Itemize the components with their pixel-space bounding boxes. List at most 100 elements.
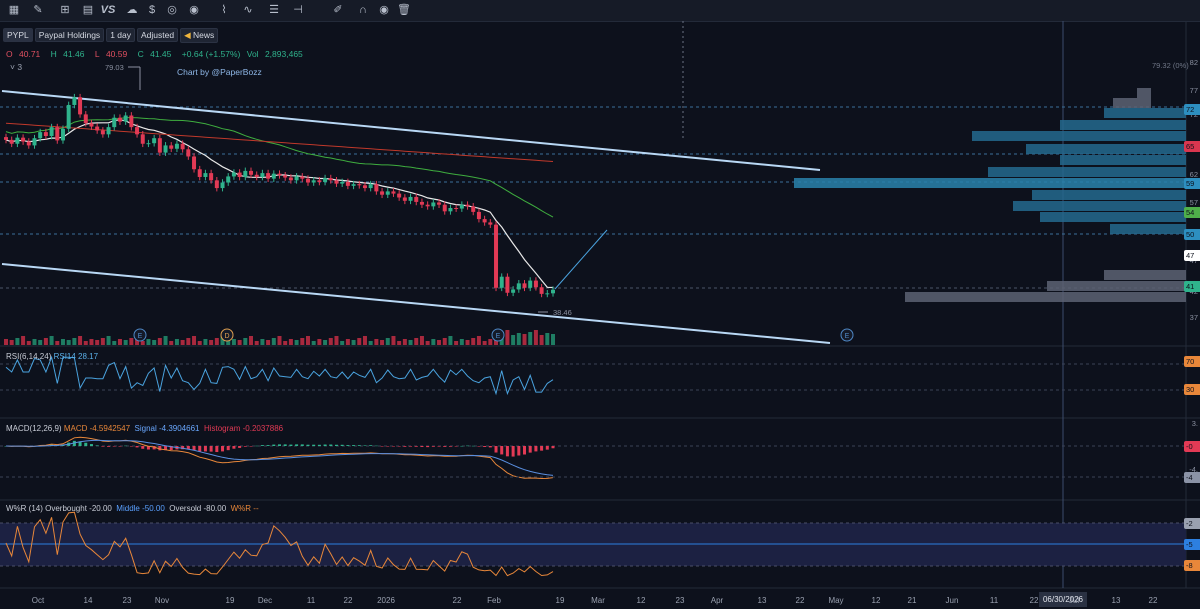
macd-histogram-bar <box>152 446 156 450</box>
volume-bar <box>66 340 71 345</box>
ruler-icon[interactable]: ∩ <box>359 4 367 16</box>
chart-type-icon[interactable]: ▦ <box>8 4 20 16</box>
macd-histogram-bar <box>129 446 133 447</box>
wr-legend: W%R (14) Overbought -20.00 Middle -50.00… <box>6 504 259 513</box>
x-axis-label: 23 <box>122 596 132 605</box>
collapse-toggle[interactable]: ˅ 3 <box>10 62 22 72</box>
candle <box>294 176 299 181</box>
o-label: O <box>6 49 13 59</box>
candle <box>43 132 48 136</box>
volume-bar <box>374 339 379 345</box>
x-axis-label: 21 <box>907 596 917 605</box>
x-axis-label: 13 <box>1111 596 1121 605</box>
price-tag: 65 <box>1184 141 1200 152</box>
cloud-icon[interactable]: ☁ <box>126 4 138 16</box>
volume-bar <box>237 340 242 345</box>
candle <box>38 132 43 139</box>
dollar-icon[interactable]: $ <box>148 4 156 16</box>
event-marker-label: E <box>496 333 501 340</box>
candle <box>345 181 350 186</box>
interval-button[interactable]: 1 day <box>106 28 135 42</box>
candle <box>243 170 248 177</box>
magnet-icon[interactable]: ✐ <box>333 4 343 16</box>
x-axis-label: 22 <box>1148 596 1158 605</box>
macd-histogram-bar <box>340 444 344 446</box>
x-axis-label: Nov <box>154 596 170 605</box>
chart-canvas[interactable]: 79.03 38.46 79.32 (0%) E D E E <box>0 21 1200 609</box>
volume-bar <box>112 341 117 345</box>
macd-histogram-bar <box>306 444 310 446</box>
macd-histogram-bar <box>164 446 168 451</box>
macd-histogram-bar <box>226 446 230 451</box>
symbol-button[interactable]: PYPL <box>3 28 33 42</box>
volume-bar <box>516 333 521 345</box>
volume-bar <box>408 340 413 345</box>
marker-icon[interactable]: ⊣ <box>293 4 303 16</box>
x-axis-label: Dec <box>257 596 273 605</box>
volume-bar <box>243 338 248 345</box>
trash-icon[interactable]: 🗑 <box>397 4 411 16</box>
candle <box>374 184 379 192</box>
volume-bar <box>391 336 396 345</box>
vol-label: Vol <box>246 49 259 59</box>
x-axis-label: 2026 <box>377 596 395 605</box>
candle <box>277 173 282 176</box>
candle <box>539 287 544 294</box>
candle <box>260 173 265 177</box>
open-value: 40.71 <box>19 49 41 59</box>
candle <box>465 204 470 207</box>
volume-bar <box>305 336 310 345</box>
trend-icon[interactable]: ∿ <box>243 4 253 16</box>
x-axis-label: 22 <box>343 596 353 605</box>
eye-icon[interactable]: ◉ <box>379 4 389 16</box>
candle <box>146 143 151 145</box>
news-button[interactable]: ◀ News <box>180 28 219 43</box>
macd-histogram-bar <box>391 446 395 447</box>
event-marker-label: E <box>845 333 850 340</box>
candle <box>476 211 481 220</box>
volume-bar <box>283 341 288 345</box>
candle <box>351 184 356 186</box>
volume-profile-bar <box>794 178 1186 188</box>
volume-bar <box>545 333 550 345</box>
candle <box>32 138 37 146</box>
candle <box>55 127 60 141</box>
macd-histogram-bar <box>300 444 304 446</box>
volume-bar <box>203 339 208 345</box>
macd-histogram-bar <box>295 444 299 446</box>
price-tag: 59 <box>1184 178 1200 189</box>
candle <box>305 178 310 183</box>
macd-histogram-bar <box>409 446 413 447</box>
x-axis-label: 12 <box>636 596 646 605</box>
candle <box>368 184 373 189</box>
compare-icon[interactable]: VS <box>100 4 116 16</box>
macd-histogram-bar <box>505 446 509 457</box>
adjust-button[interactable]: Adjusted <box>136 28 179 42</box>
volume-bar <box>60 339 65 345</box>
macd-histogram-bar <box>471 445 475 447</box>
record-icon[interactable]: ◉ <box>189 4 199 16</box>
volume-bar <box>533 330 538 345</box>
signal-value: Signal -4.3904661 <box>134 424 200 433</box>
candle <box>311 180 316 183</box>
line-tools-icon[interactable]: ⌇ <box>221 4 227 16</box>
x-axis-label: Feb <box>487 596 501 605</box>
draw-pencil-icon[interactable]: ✎ <box>33 4 43 16</box>
macd-histogram-bar <box>374 445 378 447</box>
candle <box>78 97 83 115</box>
volume-bar <box>129 338 134 345</box>
fib-icon[interactable]: ☰ <box>269 4 279 16</box>
macd-histogram-bar <box>477 446 481 447</box>
x-axis-label: Jul <box>1068 596 1080 605</box>
candle <box>459 204 464 209</box>
candle <box>419 201 424 205</box>
indicator-icon[interactable]: ⊞ <box>60 4 70 16</box>
volume-bar <box>345 339 350 345</box>
chart-annotation[interactable]: Chart by @PaperBozz <box>177 67 262 77</box>
target-icon[interactable]: ◎ <box>167 4 177 16</box>
x-axis-label: 23 <box>675 596 685 605</box>
price-high-label: 79.03 <box>105 63 124 72</box>
pattern-icon[interactable]: ▤ <box>82 4 94 16</box>
price-tag: -8 <box>1184 560 1200 571</box>
macd-histogram-bar <box>283 444 287 446</box>
